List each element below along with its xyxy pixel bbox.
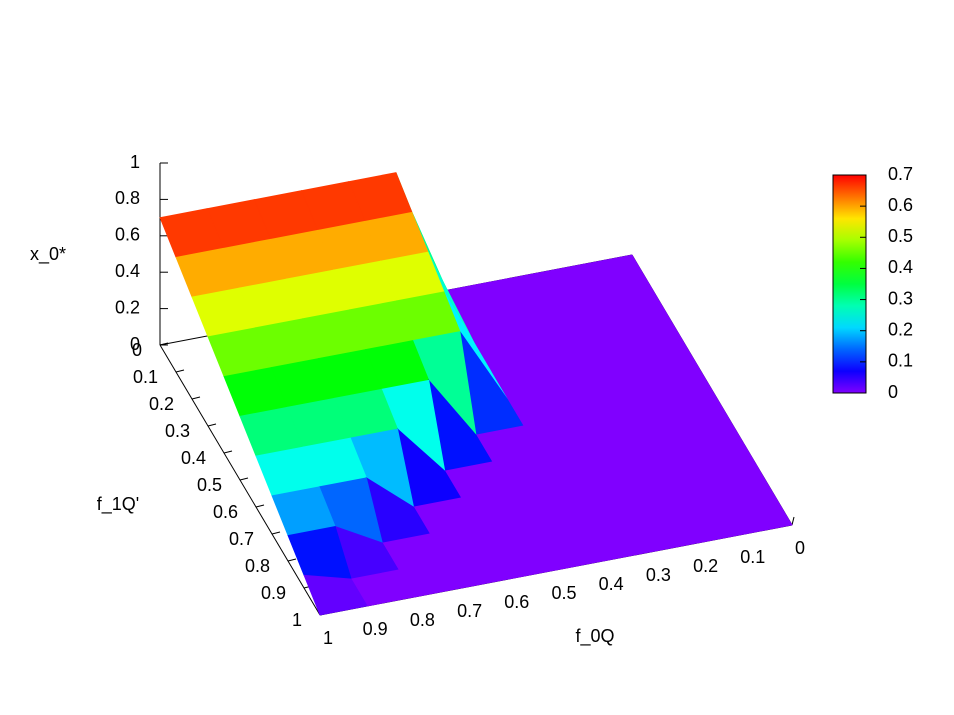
z-tick-label: 0.8 <box>115 188 140 208</box>
colorbar <box>832 174 867 394</box>
colorbar-tick-label: 0.3 <box>888 288 913 308</box>
x-tick-label: 0.4 <box>599 574 624 594</box>
y-tick <box>287 558 297 562</box>
x-tick-label: 0.3 <box>646 565 671 585</box>
z-tick-label: 0 <box>130 334 140 354</box>
y-tick-label: 0.4 <box>181 448 206 468</box>
y-tick <box>271 531 281 535</box>
y-tick <box>159 342 169 346</box>
y-tick-label: 0.6 <box>213 502 238 522</box>
surface-patch <box>303 574 368 616</box>
z-tick-label: 0.6 <box>115 225 140 245</box>
y-tick-label: 0.8 <box>245 556 270 576</box>
z-tick-label: 1 <box>130 152 140 172</box>
x-tick-label: 0.1 <box>740 547 765 567</box>
y-tick <box>191 396 201 400</box>
y-tick-label: 0.1 <box>133 367 158 387</box>
y-tick-label: 1 <box>292 610 302 630</box>
y-tick <box>175 369 185 373</box>
y-tick <box>223 450 233 454</box>
z-tick-label: 0.4 <box>115 261 140 281</box>
colorbar-tick-label: 0.6 <box>888 195 913 215</box>
colorbar-tick-label: 0.2 <box>888 319 913 339</box>
x-tick-label: 0.5 <box>551 583 576 603</box>
y-tick <box>255 504 265 508</box>
x-tick-label: 0 <box>795 538 805 558</box>
y-tick <box>239 477 249 481</box>
x-tick-label: 0.7 <box>457 601 482 621</box>
x-tick-label: 1 <box>323 628 333 648</box>
z-tick-label: 0.2 <box>115 297 140 317</box>
colorbar-tick-label: 0.4 <box>888 257 913 277</box>
x-tick-label: 0.2 <box>693 556 718 576</box>
x-tick-label: 0.6 <box>504 592 529 612</box>
x-tick <box>791 516 795 526</box>
colorbar-tick-label: 0.1 <box>888 351 913 371</box>
y-tick-label: 0.7 <box>229 529 254 549</box>
y-tick-label: 0.3 <box>165 421 190 441</box>
x-axis-label: f_0Q <box>575 626 614 647</box>
y-tick-label: 0.9 <box>261 583 286 603</box>
x-tick-label: 0.8 <box>410 610 435 630</box>
y-tick-label: 0.2 <box>149 394 174 414</box>
colorbar-tick-label: 0.5 <box>888 226 913 246</box>
y-tick <box>207 423 217 427</box>
z-axis-label: x_0* <box>30 244 66 265</box>
x-tick-label: 0.9 <box>363 619 388 639</box>
y-tick-label: 0 <box>132 340 142 360</box>
colorbar-tick-label: 0.7 <box>888 164 913 184</box>
y-tick-label: 0.5 <box>197 475 222 495</box>
colorbar-tick-label: 0 <box>888 382 898 402</box>
y-axis-label: f_1Q' <box>97 494 139 515</box>
